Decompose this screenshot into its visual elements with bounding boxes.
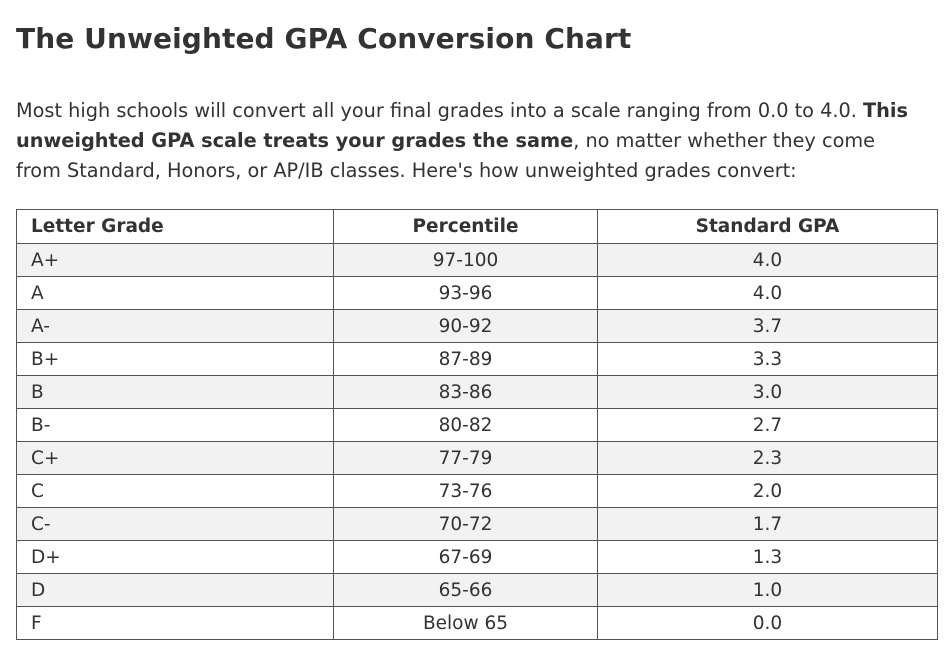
table-row: A- 90-92 3.7 <box>16 309 938 343</box>
cell-letter-grade: A+ <box>16 243 334 277</box>
table-row: C 73-76 2.0 <box>16 474 938 508</box>
cell-percentile: 80-82 <box>333 408 598 442</box>
table-row: C+ 77-79 2.3 <box>16 441 938 475</box>
cell-letter-grade: A- <box>16 309 334 343</box>
table-row: B 83-86 3.0 <box>16 375 938 409</box>
header-letter-grade: Letter Grade <box>16 209 334 244</box>
table-row: C- 70-72 1.7 <box>16 507 938 541</box>
table-row: B- 80-82 2.7 <box>16 408 938 442</box>
cell-letter-grade: D+ <box>16 540 334 574</box>
page-title: The Unweighted GPA Conversion Chart <box>16 22 632 55</box>
table-row: A 93-96 4.0 <box>16 276 938 310</box>
cell-percentile: 93-96 <box>333 276 598 310</box>
cell-standard-gpa: 1.0 <box>597 573 938 607</box>
cell-percentile: Below 65 <box>333 606 598 640</box>
table-row: F Below 65 0.0 <box>16 606 938 640</box>
cell-percentile: 73-76 <box>333 474 598 508</box>
cell-standard-gpa: 4.0 <box>597 243 938 277</box>
header-percentile: Percentile <box>333 209 598 244</box>
cell-percentile: 65-66 <box>333 573 598 607</box>
cell-letter-grade: F <box>16 606 334 640</box>
intro-text-part1: Most high schools will convert all your … <box>16 99 864 122</box>
cell-letter-grade: B <box>16 375 334 409</box>
cell-letter-grade: C <box>16 474 334 508</box>
table-row: A+ 97-100 4.0 <box>16 243 938 277</box>
cell-standard-gpa: 1.7 <box>597 507 938 541</box>
cell-letter-grade: A <box>16 276 334 310</box>
cell-percentile: 70-72 <box>333 507 598 541</box>
cell-standard-gpa: 1.3 <box>597 540 938 574</box>
cell-standard-gpa: 3.0 <box>597 375 938 409</box>
cell-letter-grade: B- <box>16 408 334 442</box>
table-row: B+ 87-89 3.3 <box>16 342 938 376</box>
intro-bold-text: This unweighted GPA scale treats your gr… <box>16 99 908 152</box>
cell-letter-grade: C- <box>16 507 334 541</box>
cell-letter-grade: C+ <box>16 441 334 475</box>
cell-standard-gpa: 4.0 <box>597 276 938 310</box>
cell-percentile: 77-79 <box>333 441 598 475</box>
gpa-conversion-table: Letter Grade Percentile Standard GPA A+ … <box>16 209 938 640</box>
cell-percentile: 90-92 <box>333 309 598 343</box>
table-header-row: Letter Grade Percentile Standard GPA <box>16 209 938 244</box>
cell-percentile: 67-69 <box>333 540 598 574</box>
cell-letter-grade: D <box>16 573 334 607</box>
cell-percentile: 97-100 <box>333 243 598 277</box>
cell-letter-grade: B+ <box>16 342 334 376</box>
intro-paragraph: Most high schools will convert all your … <box>16 96 916 186</box>
cell-standard-gpa: 2.3 <box>597 441 938 475</box>
header-standard-gpa: Standard GPA <box>597 209 938 244</box>
cell-standard-gpa: 2.0 <box>597 474 938 508</box>
cell-standard-gpa: 3.7 <box>597 309 938 343</box>
table-row: D+ 67-69 1.3 <box>16 540 938 574</box>
table-row: D 65-66 1.0 <box>16 573 938 607</box>
intro-text-part2: , no matter whether they come from Stand… <box>16 129 876 182</box>
cell-percentile: 83-86 <box>333 375 598 409</box>
cell-standard-gpa: 2.7 <box>597 408 938 442</box>
cell-percentile: 87-89 <box>333 342 598 376</box>
cell-standard-gpa: 0.0 <box>597 606 938 640</box>
cell-standard-gpa: 3.3 <box>597 342 938 376</box>
